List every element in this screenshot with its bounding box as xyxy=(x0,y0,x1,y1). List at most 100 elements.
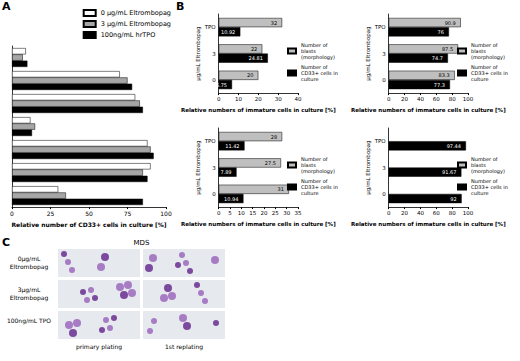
svg-text:31: 31 xyxy=(278,186,284,192)
svg-text:Number of: Number of xyxy=(471,42,500,48)
svg-text:Relative numbers of immature c: Relative numbers of immature cells in cu… xyxy=(181,221,336,227)
svg-text:15: 15 xyxy=(249,210,256,216)
svg-text:76: 76 xyxy=(438,29,444,35)
svg-text:blasts: blasts xyxy=(301,48,318,54)
svg-text:92: 92 xyxy=(450,196,456,202)
svg-text:Relative numbers of immature c: Relative numbers of immature cells in cu… xyxy=(351,221,506,227)
svg-text:3 µg/mL Eltrombopag: 3 µg/mL Eltrombopag xyxy=(101,20,171,28)
svg-text:Relative numbers of immature c: Relative numbers of immature cells in cu… xyxy=(351,107,506,113)
svg-text:20: 20 xyxy=(247,72,253,78)
svg-text:30: 30 xyxy=(275,96,282,102)
svg-text:10.92: 10.92 xyxy=(221,29,235,35)
svg-text:µg/mL Eltrombopag: µg/mL Eltrombopag xyxy=(195,26,202,80)
svg-text:TPO: TPO xyxy=(204,138,217,144)
svg-text:83.3: 83.3 xyxy=(439,72,450,78)
svg-text:60: 60 xyxy=(433,210,440,216)
svg-text:7.89: 7.89 xyxy=(220,169,231,175)
svg-text:TPO: TPO xyxy=(374,138,387,144)
svg-text:40: 40 xyxy=(417,210,424,216)
svg-text:0: 0 xyxy=(382,191,386,197)
svg-text:10: 10 xyxy=(235,96,242,102)
html-text:B: B xyxy=(176,0,185,13)
svg-text:5: 5 xyxy=(228,210,232,216)
svg-text:100: 100 xyxy=(463,96,474,102)
html-text:3µg/mL Eltrombopag: 3µg/mL Eltrombopag xyxy=(9,286,49,301)
svg-text:90.9: 90.9 xyxy=(445,20,456,26)
svg-text:culture: culture xyxy=(471,76,488,82)
svg-text:(morphology): (morphology) xyxy=(471,54,505,61)
svg-text:20: 20 xyxy=(401,96,408,102)
svg-text:Relative number of CD33+ cells: Relative number of CD33+ cells in cultur… xyxy=(11,221,166,228)
svg-text:97.44: 97.44 xyxy=(447,143,461,149)
svg-text:0: 0 xyxy=(387,210,391,216)
svg-text:TPO: TPO xyxy=(204,24,217,30)
svg-text:27.5: 27.5 xyxy=(265,160,276,166)
svg-text:10.94: 10.94 xyxy=(224,196,238,202)
svg-text:3: 3 xyxy=(382,165,386,171)
svg-text:3: 3 xyxy=(212,51,216,57)
svg-text:100ng/mL hrTPO: 100ng/mL hrTPO xyxy=(101,31,156,39)
svg-text:Number of: Number of xyxy=(301,42,330,48)
svg-text:74.7: 74.7 xyxy=(432,55,443,61)
svg-text:3: 3 xyxy=(382,51,386,57)
svg-text:20: 20 xyxy=(260,210,267,216)
svg-text:60: 60 xyxy=(433,96,440,102)
svg-text:35: 35 xyxy=(295,210,302,216)
svg-text:µg/mL Eltrombopag: µg/mL Eltrombopag xyxy=(365,26,372,80)
svg-text:0: 0 xyxy=(212,191,216,197)
html-text:1st replating: 1st replating xyxy=(165,343,203,350)
svg-text:3: 3 xyxy=(212,165,216,171)
svg-text:25: 25 xyxy=(47,210,55,217)
svg-text:75: 75 xyxy=(124,210,132,217)
svg-text:(morphology): (morphology) xyxy=(301,54,335,61)
svg-text:(morphology): (morphology) xyxy=(301,168,335,175)
svg-text:28: 28 xyxy=(271,134,277,140)
svg-text:91.67: 91.67 xyxy=(442,169,456,175)
svg-text:0 µg/mL Eltrombopag: 0 µg/mL Eltrombopag xyxy=(101,9,171,17)
svg-text:culture: culture xyxy=(301,76,318,82)
svg-text:77.3: 77.3 xyxy=(434,82,445,88)
svg-text:10: 10 xyxy=(238,210,245,216)
svg-text:CD33+ cells in: CD33+ cells in xyxy=(471,70,510,76)
svg-text:µg/mL Eltrombopag: µg/mL Eltrombopag xyxy=(365,140,372,194)
svg-text:40: 40 xyxy=(295,96,302,102)
svg-text:culture: culture xyxy=(301,190,318,196)
svg-text:11.42: 11.42 xyxy=(225,143,239,149)
html-text:0µg/mL Eltrombopag: 0µg/mL Eltrombopag xyxy=(9,255,49,270)
svg-text:30: 30 xyxy=(283,210,290,216)
svg-text:Number of: Number of xyxy=(471,64,500,70)
svg-text:Number of: Number of xyxy=(301,64,330,70)
svg-text:Relative numbers of immature c: Relative numbers of immature cells in cu… xyxy=(181,107,336,113)
svg-text:24.81: 24.81 xyxy=(249,55,263,61)
svg-text:40: 40 xyxy=(417,96,424,102)
html-text:100ng/mL TPO: 100ng/mL TPO xyxy=(6,317,52,324)
svg-text:0: 0 xyxy=(217,96,221,102)
svg-text:80: 80 xyxy=(449,210,456,216)
svg-text:0: 0 xyxy=(387,96,391,102)
svg-text:32: 32 xyxy=(271,20,277,26)
html-text:primary plating: primary plating xyxy=(75,343,123,350)
svg-text:0: 0 xyxy=(382,77,386,83)
svg-text:6.75: 6.75 xyxy=(216,82,227,88)
svg-text:TPO: TPO xyxy=(374,24,387,30)
svg-text:CD33+ cells in: CD33+ cells in xyxy=(301,70,340,76)
svg-text:blasts: blasts xyxy=(471,48,488,54)
svg-text:(morphology): (morphology) xyxy=(471,168,505,175)
svg-text:100: 100 xyxy=(463,210,474,216)
svg-text:87.5: 87.5 xyxy=(442,46,453,52)
svg-text:100: 100 xyxy=(160,210,172,217)
svg-text:20: 20 xyxy=(255,96,262,102)
html-text:MDS: MDS xyxy=(133,239,150,247)
svg-text:20: 20 xyxy=(401,210,408,216)
html-text:C: C xyxy=(2,236,11,249)
svg-text:25: 25 xyxy=(272,210,279,216)
svg-text:0: 0 xyxy=(10,210,14,217)
svg-text:µg/mL Eltrombopag: µg/mL Eltrombopag xyxy=(195,140,202,194)
svg-text:culture: culture xyxy=(471,190,488,196)
svg-text:80: 80 xyxy=(449,96,456,102)
svg-text:22: 22 xyxy=(251,46,257,52)
svg-text:Number of: Number of xyxy=(301,156,330,162)
svg-text:50: 50 xyxy=(85,210,93,217)
html-text:A: A xyxy=(2,0,11,13)
svg-text:0: 0 xyxy=(217,210,221,216)
